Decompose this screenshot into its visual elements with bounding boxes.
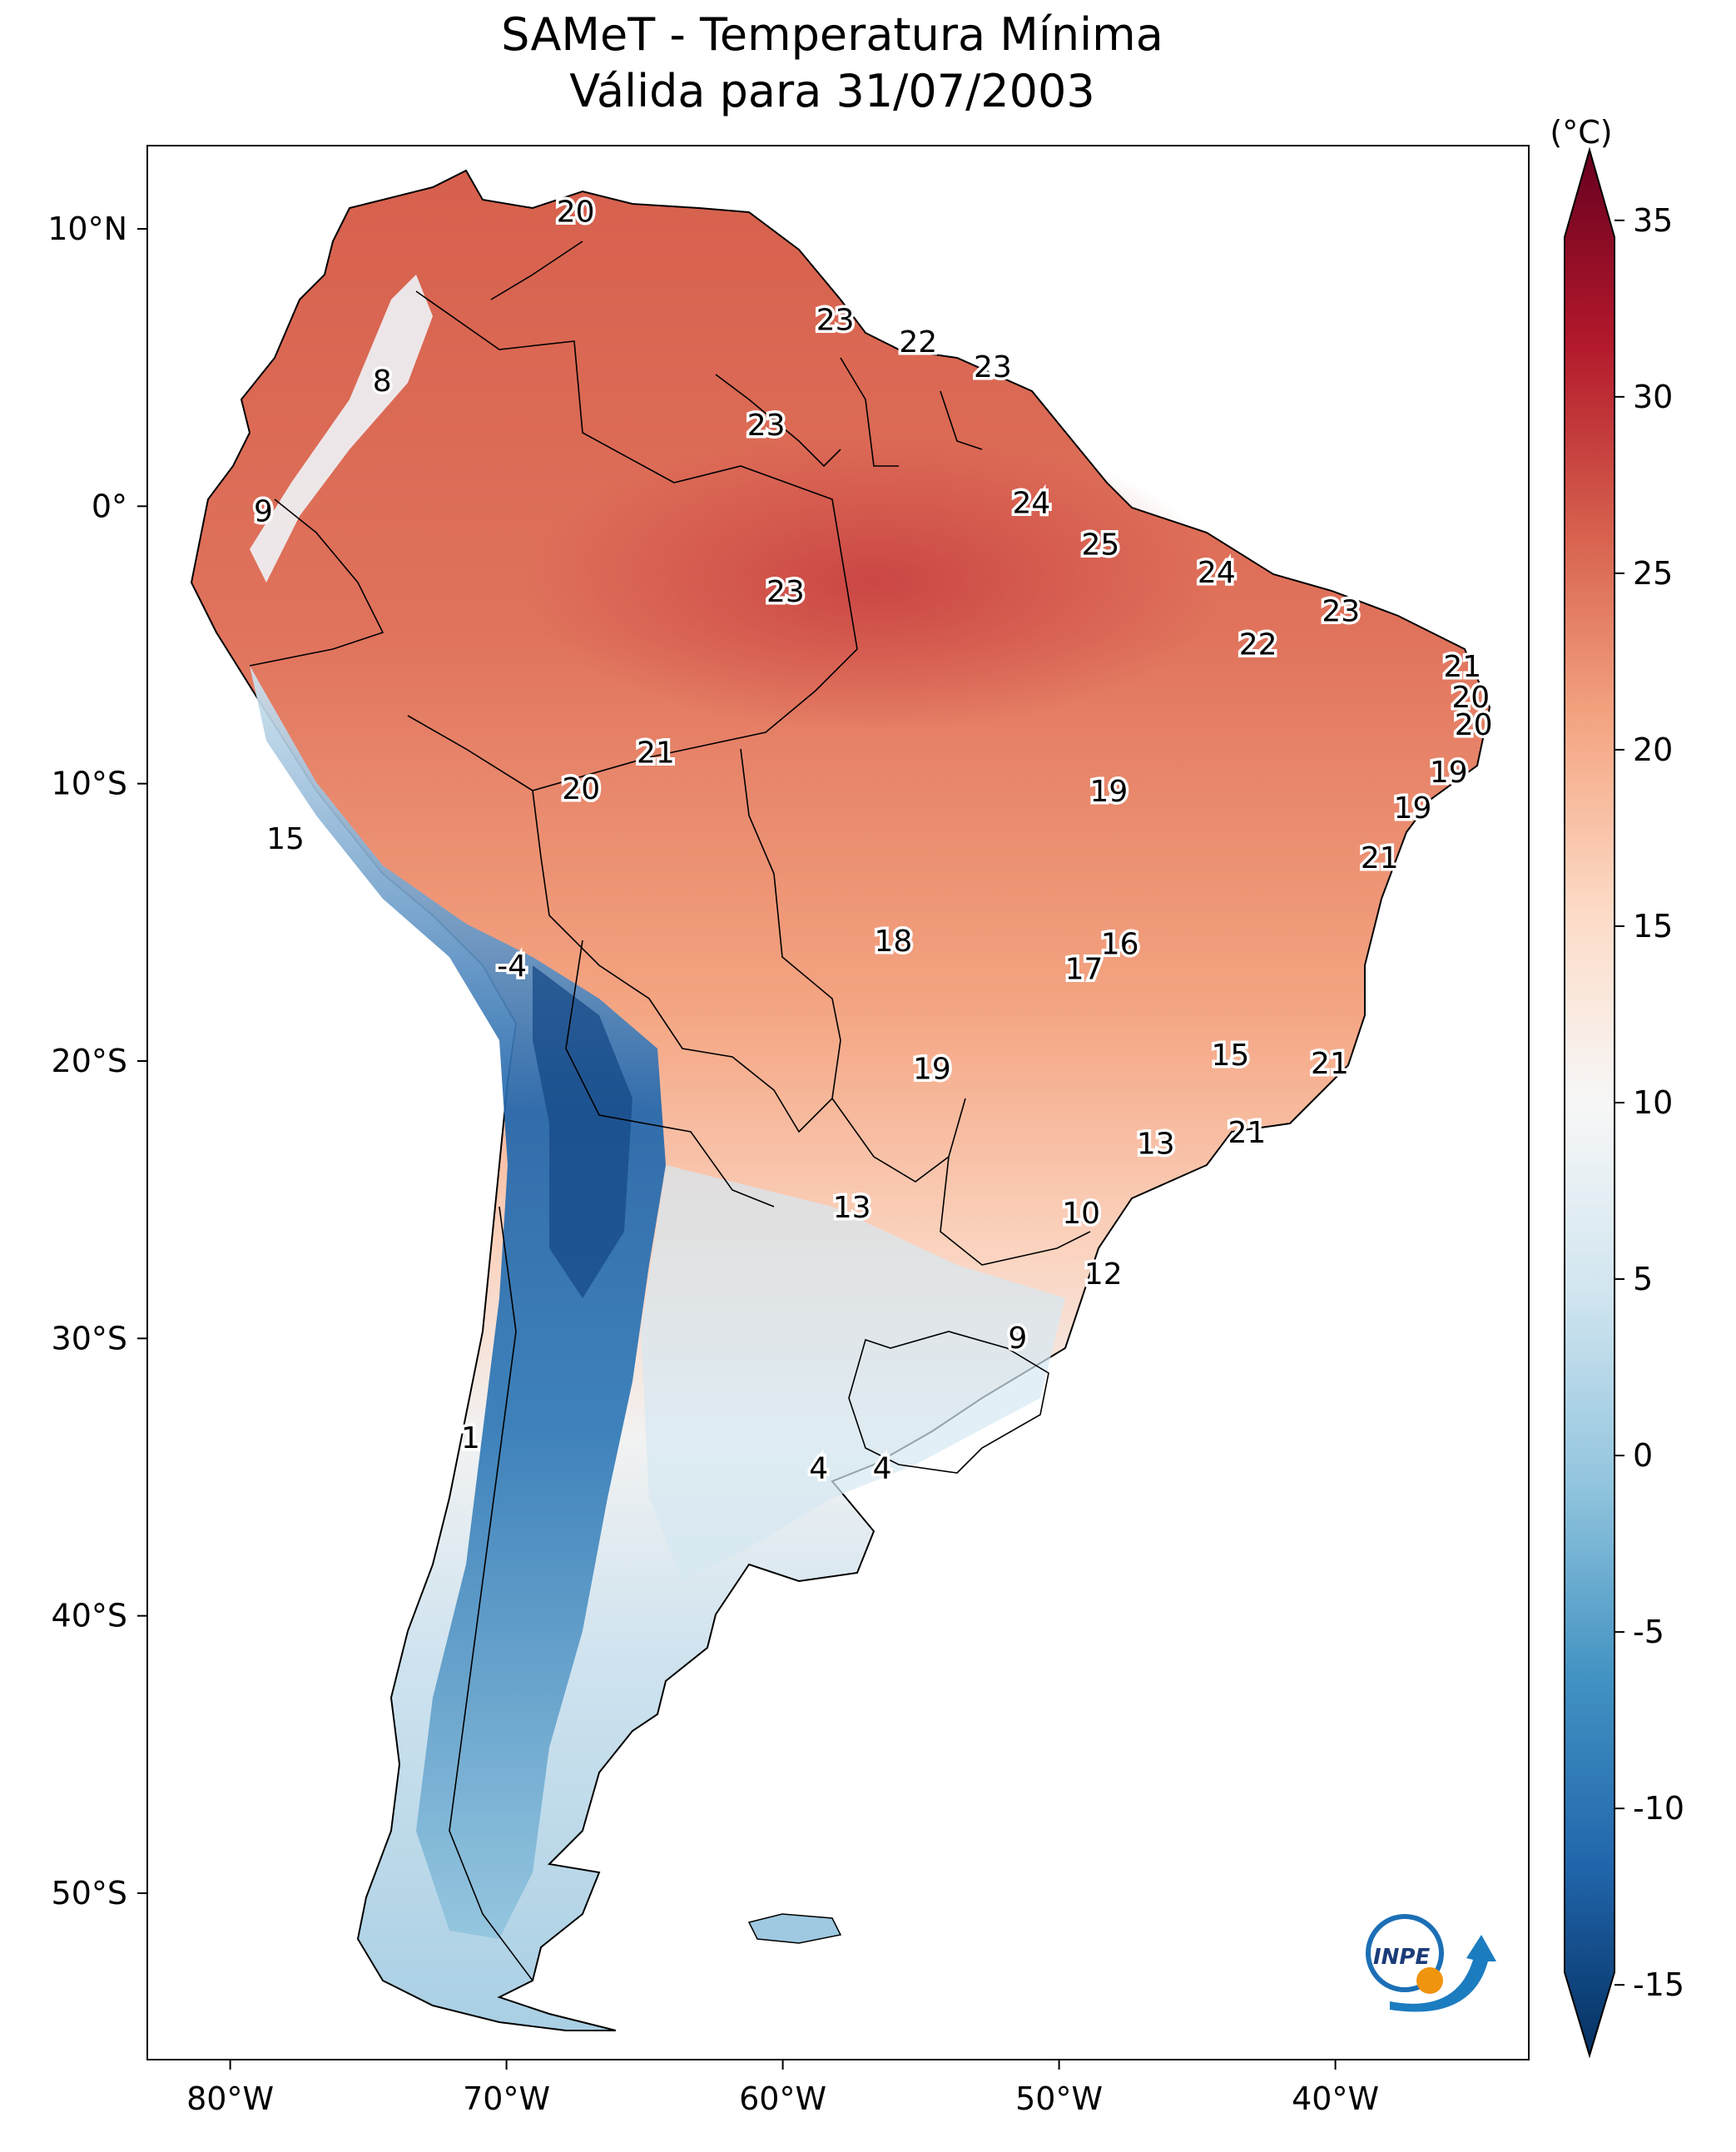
inpe-logo: INPE <box>1366 1914 1496 2012</box>
temperature-label: 1 <box>461 1421 480 1455</box>
temperature-label: 13 <box>1137 1128 1175 1162</box>
temperature-label: 12 <box>1084 1257 1123 1292</box>
amazon-warm-area <box>524 433 1223 732</box>
temperature-label: -4 <box>497 950 527 984</box>
map-title-line2: Válida para 31/07/2003 <box>569 65 1094 117</box>
temperature-label: 15 <box>266 822 305 856</box>
temperature-label: 4 <box>809 1452 828 1486</box>
longitude-ticks: 80°W 70°W 60°W 50°W 40°W <box>186 2060 1379 2117</box>
temperature-label: 23 <box>1322 595 1360 629</box>
colorbar-tick-label: -10 <box>1633 1790 1684 1827</box>
temperature-label: 15 <box>1212 1039 1250 1073</box>
logo-ring-icon <box>1366 1914 1444 1992</box>
temperature-label: 25 <box>1081 528 1119 563</box>
logo-text: INPE <box>1373 1945 1430 1970</box>
colorbar-ticks: 35 30 25 20 15 10 5 0 -5 -10 -15 <box>1614 202 1684 2003</box>
colorbar-tick-label: 30 <box>1633 379 1673 415</box>
colorbar-unit: (°C) <box>1550 114 1612 151</box>
latitude-ticks: 10°N 0° 10°S 20°S 30°S 40°S 50°S <box>47 211 147 1912</box>
temperature-label: 8 <box>373 364 392 399</box>
temperature-label: 18 <box>874 925 912 959</box>
temperature-label: 23 <box>766 575 805 609</box>
temperature-label: 20 <box>1451 681 1490 715</box>
colorbar-tick-label: 20 <box>1633 731 1673 768</box>
temperature-label: 17 <box>1065 953 1104 987</box>
lat-tick-label: 20°S <box>52 1043 127 1079</box>
temperature-label: 21 <box>637 736 675 771</box>
colorbar-tick-label: 5 <box>1633 1261 1653 1297</box>
altiplano-core <box>533 965 632 1298</box>
colorbar-tick-label: 35 <box>1633 202 1673 239</box>
temperature-label: 16 <box>1101 928 1139 962</box>
temperature-label: 4 <box>873 1452 892 1486</box>
colombian-andes-streak <box>250 275 433 583</box>
temperature-label: 23 <box>816 304 855 338</box>
temperature-label: 22 <box>899 325 937 359</box>
temperature-label: 20 <box>562 772 600 806</box>
lat-tick-label: 10°S <box>52 766 127 802</box>
colorbar-tick-label: 25 <box>1633 555 1673 592</box>
temperature-label: 9 <box>1008 1321 1027 1356</box>
southern-cool-area <box>641 1165 1065 1581</box>
temperature-label: 9 <box>254 495 273 529</box>
lat-tick-label: 10°N <box>47 211 127 247</box>
lon-tick-label: 40°W <box>1292 2080 1379 2117</box>
temperature-label: 23 <box>747 409 786 443</box>
temperature-label: 19 <box>1089 775 1128 809</box>
temperature-label: 13 <box>833 1191 871 1225</box>
lon-tick-label: 60°W <box>739 2080 826 2117</box>
continent-shape <box>190 169 1491 2031</box>
temperature-label: 21 <box>1311 1047 1349 1081</box>
colorbar: (°C) 35 30 25 20 15 10 5 0 -5 -10 -15 <box>1550 114 1684 2059</box>
logo-sun-icon <box>1416 1967 1443 1994</box>
temperature-label: 23 <box>974 350 1012 384</box>
temperature-label: 19 <box>1394 791 1432 826</box>
lon-tick-label: 50°W <box>1015 2080 1103 2117</box>
temperature-label: 19 <box>1430 756 1468 790</box>
lon-tick-label: 70°W <box>463 2080 550 2117</box>
temperature-label: 22 <box>1239 628 1277 662</box>
temperature-label: 20 <box>557 196 595 230</box>
colorbar-tick-label: 0 <box>1633 1437 1653 1474</box>
falkland-islands <box>747 1913 842 1944</box>
colorbar-bar <box>1564 146 1615 2059</box>
lat-tick-label: 0° <box>92 488 127 524</box>
map-title-line1: SAMeT - Temperatura Mínima <box>501 8 1163 61</box>
temperature-label: 19 <box>913 1053 951 1087</box>
temperature-label: 24 <box>1012 487 1050 521</box>
temperature-label: 21 <box>1228 1116 1266 1150</box>
lat-tick-label: 30°S <box>52 1320 127 1356</box>
lat-tick-label: 40°S <box>52 1598 127 1634</box>
andes-cold-band <box>250 666 666 1939</box>
temperature-label: 21 <box>1443 650 1481 684</box>
temperature-label: 21 <box>1361 841 1399 875</box>
temperature-label: 10 <box>1062 1197 1100 1231</box>
lon-tick-label: 80°W <box>186 2080 274 2117</box>
temperature-label: 20 <box>1455 708 1493 742</box>
colorbar-tick-label: -15 <box>1633 1966 1684 2003</box>
logo-arrow-icon <box>1390 1935 1496 2012</box>
colorbar-tick-label: 15 <box>1633 908 1673 945</box>
colorbar-tick-label: 10 <box>1633 1084 1673 1121</box>
country-borders <box>249 240 1091 1981</box>
temperature-label: 24 <box>1198 556 1236 590</box>
lat-tick-label: 50°S <box>52 1875 127 1912</box>
colorbar-tick-label: -5 <box>1633 1614 1664 1650</box>
